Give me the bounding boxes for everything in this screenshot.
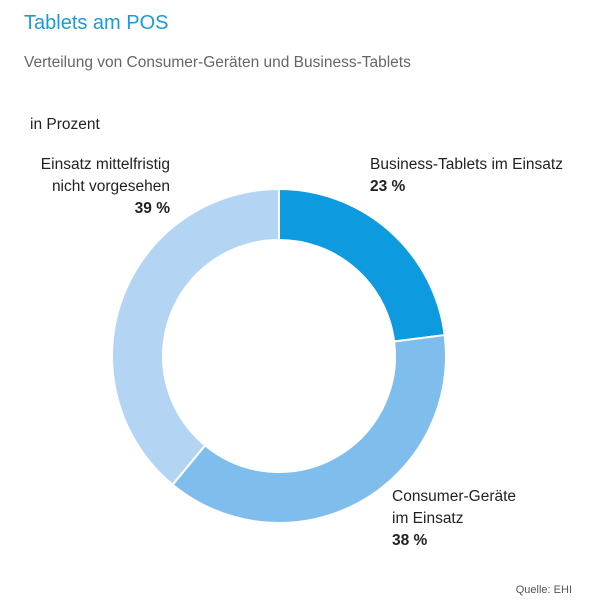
- slice-label-not-planned: Einsatz mittelfristig nicht vorgesehen 3…: [0, 154, 170, 220]
- slice-value-label: 23 %: [370, 178, 406, 195]
- donut-slice-not-planned: [110, 187, 280, 487]
- donut-slice-consumer-devices: [171, 333, 447, 524]
- slice-label-text: Consumer-Geräte: [392, 488, 517, 505]
- unit-label: in Prozent: [30, 116, 100, 133]
- slice-label-text-line2: im Einsatz: [392, 510, 464, 527]
- slice-label-text: Einsatz mittelfristig: [40, 156, 170, 173]
- slice-label-text-line2: nicht vorgesehen: [51, 178, 170, 195]
- chart-title: Tablets am POS: [24, 12, 169, 34]
- source-note: Quelle: EHI: [515, 584, 572, 596]
- slice-value-label: 38 %: [392, 532, 428, 549]
- slice-value-label: 39 %: [134, 200, 170, 217]
- slice-label-business-tablets: Business-Tablets im Einsatz 23 %: [370, 154, 563, 198]
- slice-label-consumer-devices: Consumer-Geräte im Einsatz 38 %: [392, 486, 516, 552]
- donut-slice-business-tablets: [278, 187, 446, 343]
- chart-subtitle: Verteilung von Consumer-Geräten und Busi…: [24, 54, 411, 71]
- slice-label-text: Business-Tablets im Einsatz: [370, 156, 563, 173]
